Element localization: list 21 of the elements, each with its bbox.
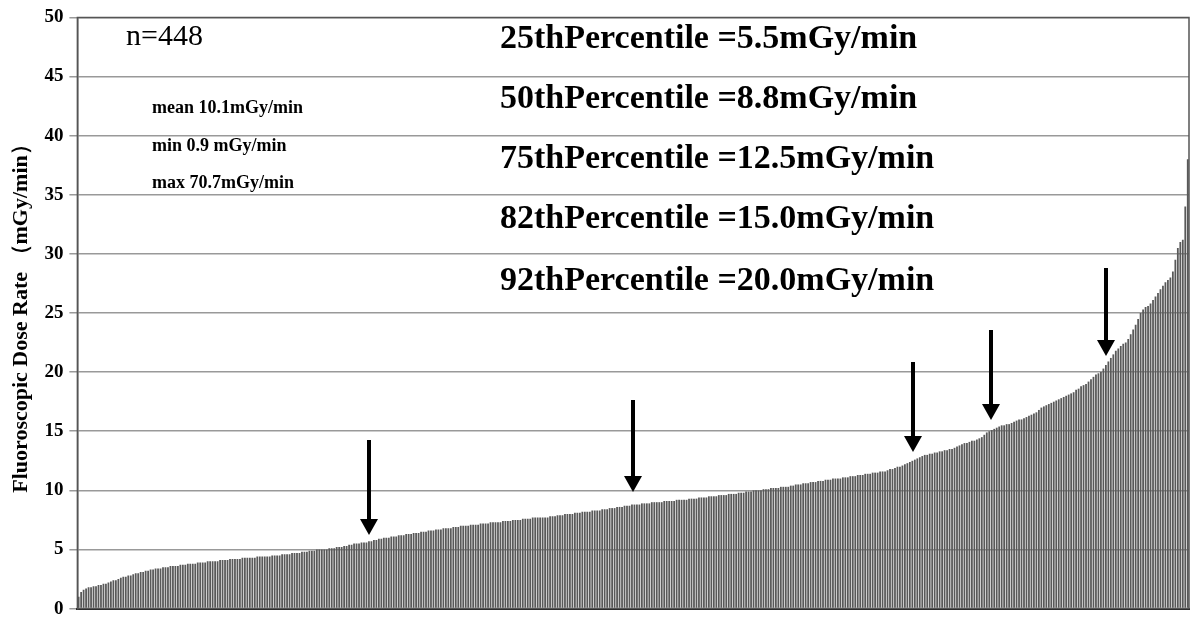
annotation: 92thPercentile =20.0mGy/min: [500, 260, 935, 297]
y-tick-label: 15: [44, 419, 64, 441]
y-tick-label: 30: [44, 241, 64, 263]
annotation: 82thPercentile =15.0mGy/min: [500, 198, 935, 235]
y-tick-label: 0: [53, 596, 64, 618]
annotation: n=448: [126, 18, 203, 51]
y-tick-label: 5: [53, 537, 64, 559]
annotation: max 70.7mGy/min: [152, 172, 294, 192]
annotation: 25thPercentile =5.5mGy/min: [500, 18, 918, 55]
y-tick-label: 40: [44, 123, 64, 145]
y-axis-title: Fluoroscopic Dose Rate （mGy/min）: [6, 133, 32, 493]
y-tick-label: 35: [44, 182, 64, 204]
y-tick-label: 45: [44, 64, 64, 86]
y-tick-label: 20: [44, 360, 64, 382]
y-tick-label: 10: [44, 478, 64, 500]
annotation: 50thPercentile =8.8mGy/min: [500, 78, 918, 115]
annotation: mean 10.1mGy/min: [152, 97, 303, 117]
y-tick-label: 25: [44, 300, 64, 322]
annotation: min 0.9 mGy/min: [152, 135, 287, 155]
annotation: 75thPercentile =12.5mGy/min: [500, 138, 935, 175]
y-tick-label: 50: [44, 5, 64, 27]
